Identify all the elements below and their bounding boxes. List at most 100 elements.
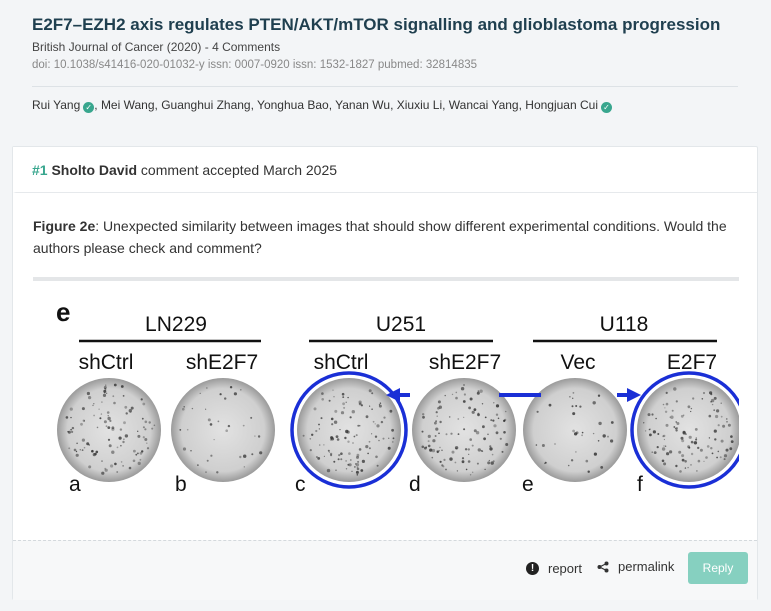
colony-dot <box>472 471 474 473</box>
colony-dot <box>86 442 90 446</box>
colony-dot <box>663 445 665 447</box>
colony-dot <box>427 434 431 438</box>
colony-dot <box>343 406 346 409</box>
colony-dot <box>107 415 109 417</box>
verified-check-icon: ✓ <box>83 102 95 113</box>
colony-dot <box>481 403 484 405</box>
colony-dot <box>489 447 493 451</box>
colony-dot <box>427 440 430 443</box>
colony-dot <box>431 448 436 453</box>
colony-dot <box>133 449 136 453</box>
colony-dot <box>125 412 128 415</box>
colony-plate <box>297 378 401 482</box>
colony-dot <box>340 452 343 455</box>
colony-dot <box>378 439 380 442</box>
colony-dot <box>346 430 350 434</box>
colony-dot <box>146 447 150 450</box>
colony-dot <box>103 420 107 424</box>
colony-dot <box>457 418 460 420</box>
colony-dot <box>701 398 704 400</box>
colony-dot <box>309 449 312 452</box>
author-name[interactable]: Mei Wang <box>100 98 155 112</box>
colony-dot <box>389 409 393 413</box>
colony-dot <box>348 463 352 467</box>
colony-dot <box>477 448 481 452</box>
colony-dot <box>592 401 596 405</box>
colony-dot <box>118 436 122 440</box>
colony-dot <box>357 424 360 427</box>
colony-dot <box>572 392 575 394</box>
report-link[interactable]: ! report <box>526 561 582 576</box>
colony-dot <box>673 387 677 391</box>
colony-dot <box>318 428 321 430</box>
colony-dot <box>210 454 213 457</box>
author-name[interactable]: Yanan Wu <box>335 98 391 112</box>
colony-dot <box>664 407 666 409</box>
author-name[interactable]: Hongjuan Cui <box>525 98 598 112</box>
author-name[interactable]: Wancai Yang <box>448 98 519 112</box>
arrow-right-head <box>627 388 641 402</box>
colony-dot <box>111 450 115 454</box>
colony-dot <box>579 405 582 408</box>
plate-letter-f: f <box>637 473 643 496</box>
colony-dot <box>445 468 447 471</box>
author-name[interactable]: Xiuxiu Li <box>396 98 443 112</box>
author-name[interactable]: Rui Yang <box>32 98 81 112</box>
colony-dot <box>320 417 323 420</box>
colony-dot <box>371 408 373 410</box>
colony-dot <box>116 446 119 449</box>
colony-dot <box>490 461 494 465</box>
colony-dot <box>598 421 602 426</box>
colony-dot <box>356 474 359 476</box>
colony-dot <box>435 420 437 423</box>
colony-dot <box>91 449 94 453</box>
colony-dot <box>434 421 437 425</box>
colony-dot <box>463 428 466 431</box>
author-separator: , <box>250 98 258 112</box>
colony-dot <box>68 447 71 450</box>
colony-dot <box>251 453 254 456</box>
colony-dot <box>664 445 667 447</box>
colony-dot <box>477 390 480 392</box>
colony-dot <box>216 471 219 474</box>
colony-dot <box>456 470 459 472</box>
colony-dot <box>647 413 651 417</box>
colony-dot <box>443 458 446 461</box>
permalink-link[interactable]: permalink <box>597 559 674 574</box>
colony-dot <box>448 416 451 418</box>
colony-dot <box>439 446 441 449</box>
comment-author[interactable]: Sholto David <box>51 162 138 178</box>
colony-dot <box>219 393 222 396</box>
colony-dot <box>140 398 143 401</box>
reply-button[interactable]: Reply <box>688 552 748 584</box>
colony-dot <box>708 437 711 439</box>
colony-dot <box>323 444 325 446</box>
group-label-u251: U251 <box>376 313 426 336</box>
author-separator: , <box>328 98 336 112</box>
colony-dot <box>380 420 384 424</box>
colony-dot <box>259 451 263 455</box>
colony-dot <box>463 393 466 396</box>
colony-dot <box>122 395 125 397</box>
colony-dot <box>330 417 334 421</box>
colony-dot <box>462 400 466 403</box>
colony-dot <box>250 416 253 419</box>
colony-dot <box>673 426 676 428</box>
colony-dot <box>141 450 144 453</box>
author-name[interactable]: Yonghua Bao <box>257 98 329 112</box>
comment-number[interactable]: #1 <box>32 162 48 178</box>
colony-dot <box>690 440 694 444</box>
colony-dot <box>357 460 360 463</box>
colony-dot <box>575 431 579 435</box>
colony-dot <box>687 445 690 449</box>
colony-dot <box>358 402 362 406</box>
colony-dot <box>656 446 659 449</box>
article-title[interactable]: E2F7–EZH2 axis regulates PTEN/AKT/mTOR s… <box>32 15 721 34</box>
colony-dot <box>333 420 338 424</box>
colony-dot <box>103 386 107 389</box>
colony-dot <box>88 396 92 400</box>
colony-dot <box>699 448 703 452</box>
colony-dot <box>575 451 577 453</box>
author-name[interactable]: Guanghui Zhang <box>161 98 251 112</box>
colony-dot <box>224 397 227 400</box>
